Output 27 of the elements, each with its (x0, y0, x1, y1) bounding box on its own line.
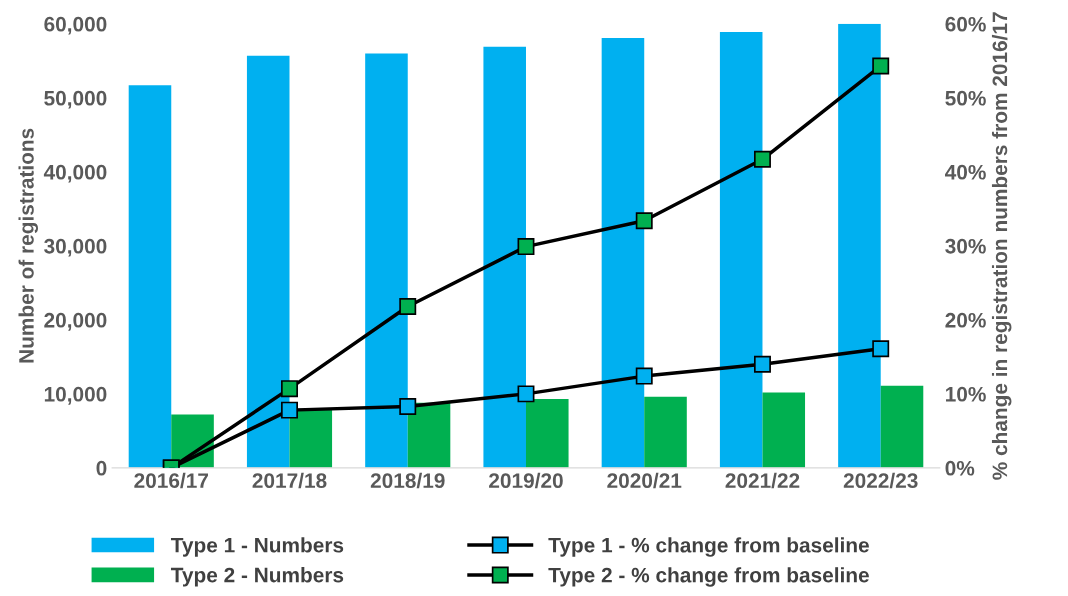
y-tick-label: 50,000 (44, 90, 107, 109)
y-tick-label: 10,000 (44, 386, 107, 405)
y-tick-label: 60,000 (44, 16, 107, 35)
legend-label: Type 1 - % change from baseline (548, 537, 869, 557)
y2-tick-label: 40% (945, 164, 986, 180)
y2-tick-label: 30% (945, 238, 986, 254)
legend-label: Type 1 - Numbers (170, 537, 344, 557)
y2-tick-label: 60% (945, 16, 986, 32)
y2-axis-title: % change in registration numbers from 2016/17 (991, 12, 1012, 480)
y-tick-label: 40,000 (43, 164, 107, 183)
y2-tick-label: 10% (946, 386, 986, 402)
y-tick-label: 20,000 (44, 312, 107, 331)
x-tick-label: 2017/18 (252, 472, 327, 489)
y-tick-label: 30,000 (44, 238, 107, 257)
y-axis-title: Number of registrations (18, 128, 39, 363)
y2-tick-label: 20% (945, 312, 986, 328)
x-tick-label: 2019/20 (489, 472, 563, 489)
y-tick-label: 0 (96, 460, 107, 476)
x-tick-label: 2018/19 (370, 472, 445, 489)
x-tick-label: 2021/22 (725, 472, 800, 489)
y2-tick-label: 50% (945, 90, 986, 106)
y2-tick-label: 0% (945, 460, 975, 476)
x-tick-label: 2022/23 (843, 472, 918, 489)
x-tick-label: 2020/21 (607, 472, 682, 489)
legend-label: Type 2 - % change from baseline (548, 567, 869, 587)
x-tick-label: 2016/17 (134, 472, 208, 489)
legend-label: Type 2 - Numbers (170, 567, 344, 587)
